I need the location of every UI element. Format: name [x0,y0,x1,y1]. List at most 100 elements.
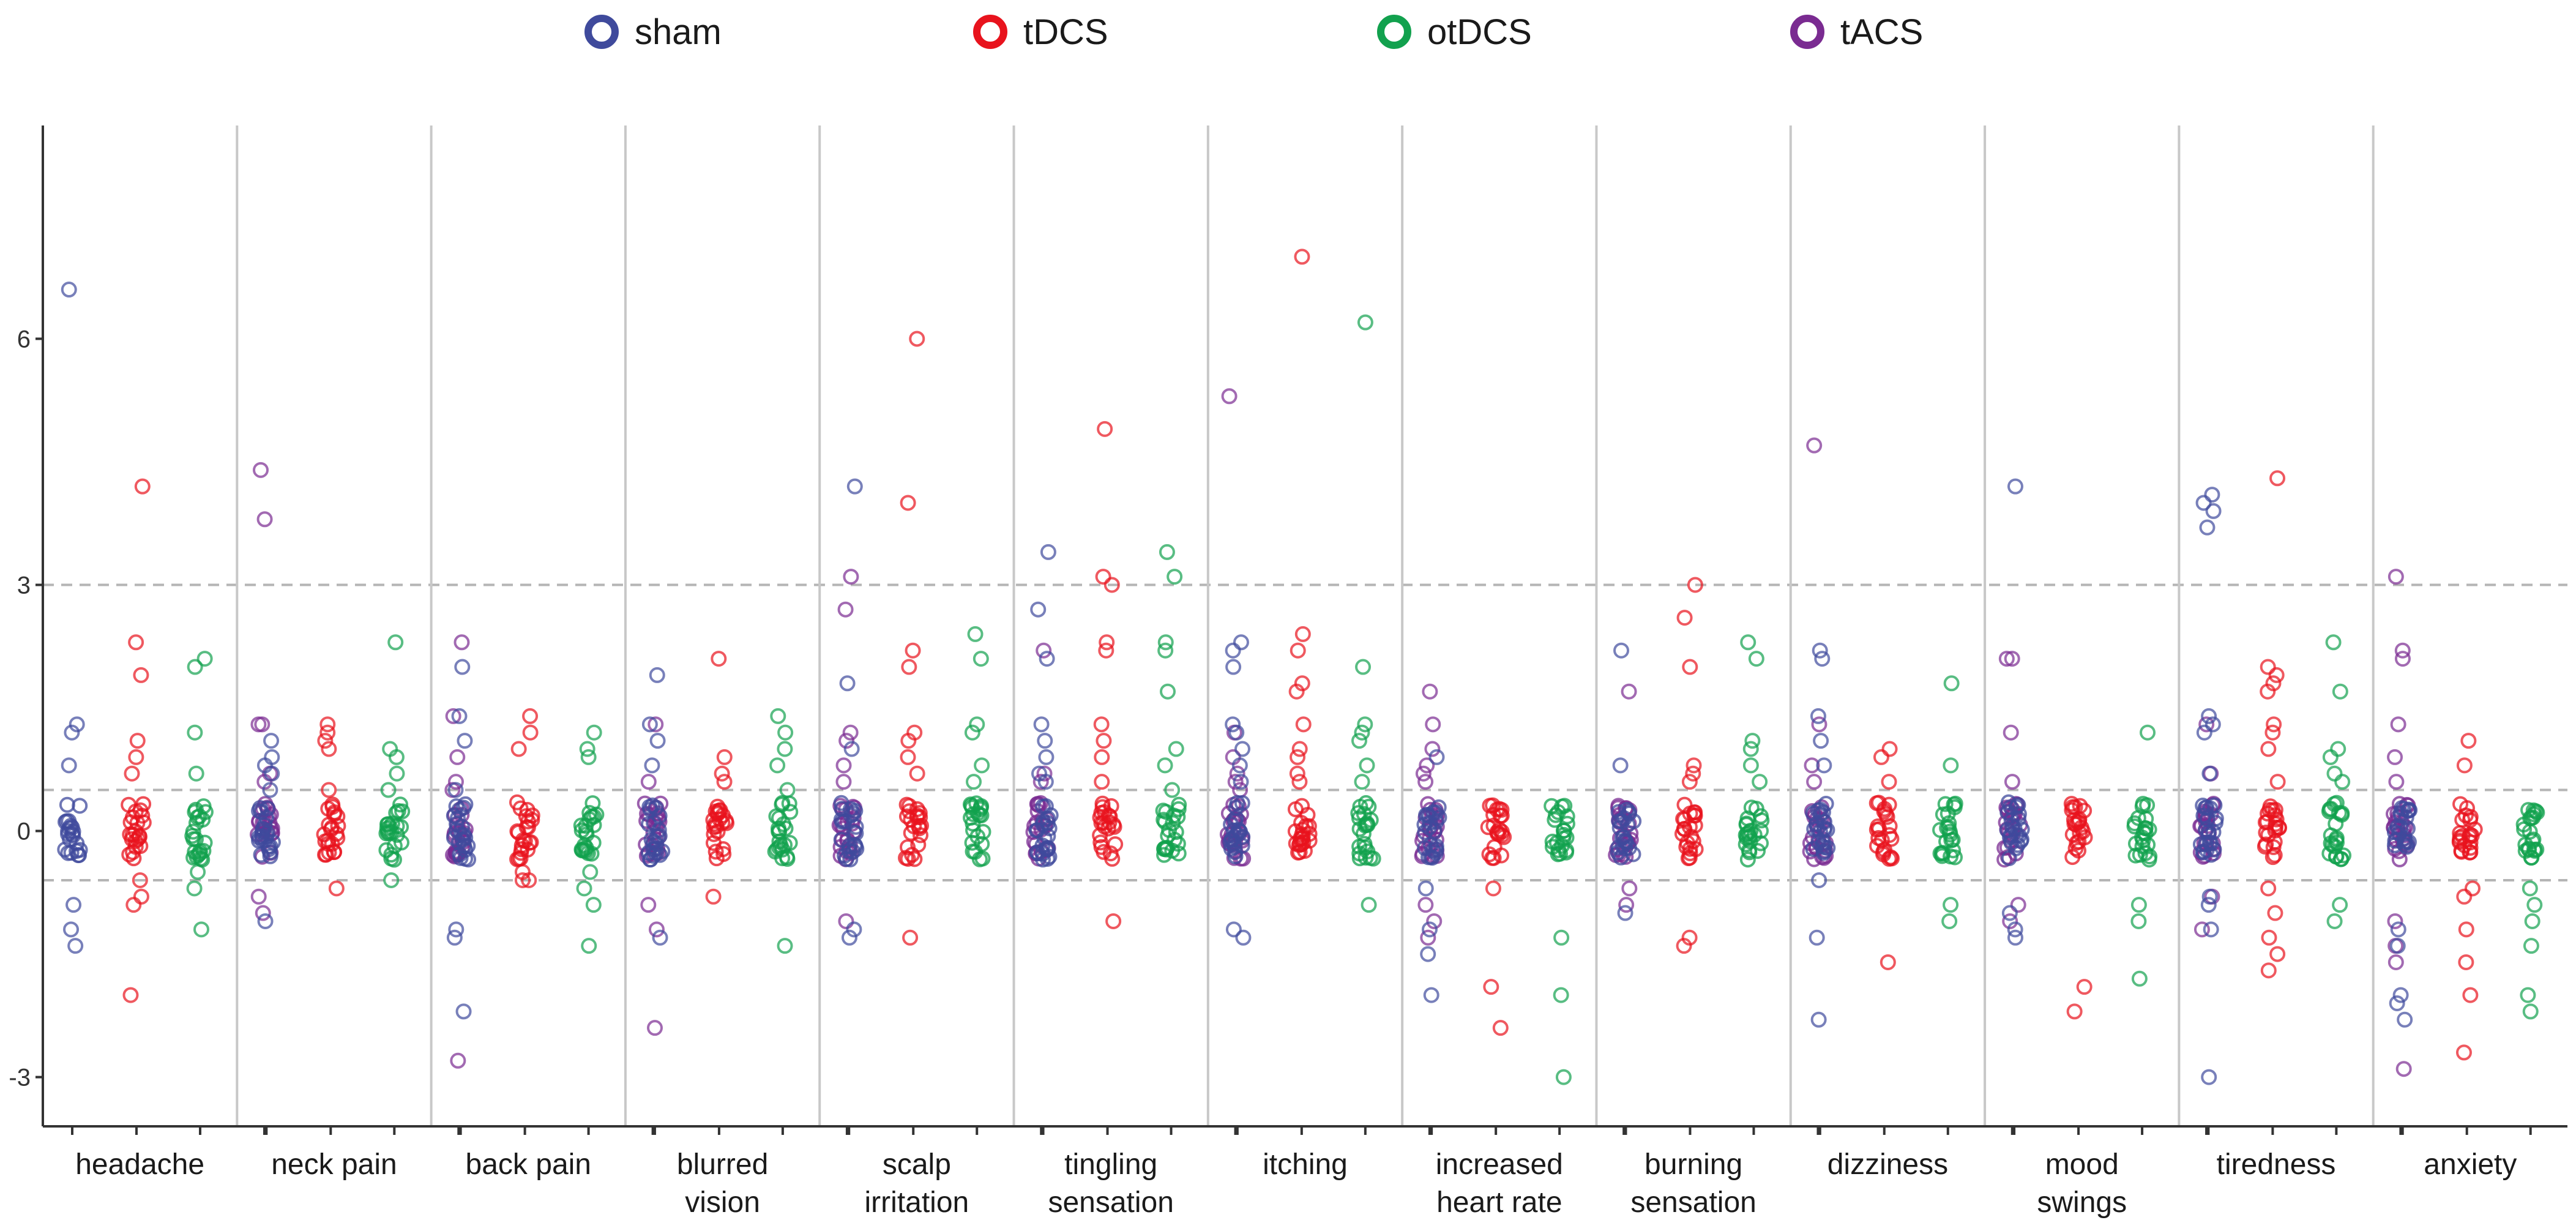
data-point-otdcs [2529,804,2545,821]
data-point-tacs [2198,716,2215,733]
data-point-tacs [1419,757,1435,774]
data-point-tdcs [1685,765,1701,782]
data-point-sham [2195,495,2212,511]
data-point-sham [1621,804,1637,820]
data-point-sham [1423,987,1439,1003]
data-point-otdcs [2127,847,2144,864]
data-point-tdcs [1094,749,1110,765]
data-point-otdcs [1742,741,1759,757]
data-point-sham [1417,880,1434,897]
data-point-sham [1030,601,1047,618]
data-point-tacs [1417,897,1434,913]
data-point-otdcs [1359,757,1375,774]
data-point-sham [61,282,77,298]
data-point-tacs [1422,683,1438,700]
facet-label: burning [1645,1148,1742,1181]
data-point-otdcs [1359,843,1376,859]
data-point-otdcs [2332,683,2348,700]
data-point-sham [2399,834,2415,850]
data-point-otdcs [2524,913,2541,929]
data-point-tdcs [1289,765,1305,782]
facet-label: increased [1436,1148,1563,1181]
data-point-tdcs [2454,812,2471,828]
data-point-sham [257,913,274,929]
data-point-tdcs [1685,833,1701,850]
data-point-otdcs [1159,544,1175,560]
data-point-otdcs [2326,913,2343,929]
data-point-otdcs [967,844,984,860]
data-point-sham [1034,845,1051,862]
data-point-sham [833,795,849,811]
data-point-otdcs [1164,782,1181,798]
data-point-otdcs [1752,774,1768,790]
data-point-tdcs [2260,741,2277,757]
data-point-otdcs [1544,833,1561,850]
data-point-otdcs [188,815,204,831]
data-point-sham [1421,808,1438,825]
data-point-tdcs [2266,834,2283,850]
data-point-otdcs [2321,801,2338,818]
data-point-tacs [837,601,854,618]
y-tick-label: -3 [9,1064,31,1091]
data-point-tdcs [2269,774,2286,790]
data-point-tacs [1426,913,1443,929]
data-point-tacs [450,1052,466,1069]
data-point-tdcs [1098,642,1114,659]
data-point-sham [1430,799,1447,815]
data-point-tdcs [2264,724,2281,741]
data-point-sham [1040,544,1056,560]
data-point-otdcs [1170,836,1186,852]
data-point-sham [61,820,78,837]
data-point-tacs [648,716,664,733]
data-point-tacs [1420,929,1436,946]
data-point-tdcs [2462,987,2479,1003]
data-point-otdcs [963,809,979,826]
data-point-otdcs [392,796,409,813]
data-point-otdcs [582,864,599,880]
data-point-otdcs [1550,804,1566,820]
legend: sham tDCS otDCS tACS [0,0,2576,67]
data-point-sham [1809,820,1826,837]
data-point-tdcs [2260,659,2276,675]
data-point-tdcs [906,851,923,867]
data-point-otdcs [1559,815,1575,832]
data-point-tdcs [1103,577,1120,593]
data-point-tdcs [1099,634,1115,651]
data-point-tdcs [512,800,529,817]
data-point-tdcs [2460,733,2477,749]
data-point-tdcs [2456,888,2473,905]
data-point-sham [1039,815,1056,831]
data-point-otdcs [1748,651,1764,667]
data-point-otdcs [774,795,791,811]
data-point-tdcs [1493,801,1510,818]
data-point-otdcs [2522,1003,2539,1020]
data-point-tacs [2394,642,2411,659]
data-point-sham [2200,827,2217,844]
data-point-tdcs [2456,837,2473,853]
data-point-otdcs [771,820,787,837]
data-point-otdcs [389,765,405,782]
data-point-otdcs [580,749,597,765]
data-point-otdcs [1750,843,1766,859]
data-point-otdcs [1941,815,1957,831]
data-point-otdcs [1157,642,1174,659]
data-point-otdcs [188,765,204,782]
data-point-tacs [256,511,273,528]
data-point-otdcs [2321,845,2338,862]
data-point-sham [71,847,88,863]
data-point-tdcs [1290,749,1306,765]
data-point-otdcs [387,634,404,651]
data-point-sham [1228,724,1245,741]
data-point-tdcs [715,846,732,862]
data-point-sham [2201,1069,2217,1085]
data-point-sham [651,828,668,844]
data-point-otdcs [1744,733,1761,749]
data-point-tacs [1036,765,1053,782]
data-point-sham [2198,842,2215,858]
data-point-otdcs [1742,757,1759,774]
data-point-tdcs [1094,799,1111,815]
data-point-sham [448,798,465,815]
data-point-otdcs [966,774,982,790]
data-point-sham [1225,921,1242,938]
data-point-tdcs [1484,850,1501,866]
